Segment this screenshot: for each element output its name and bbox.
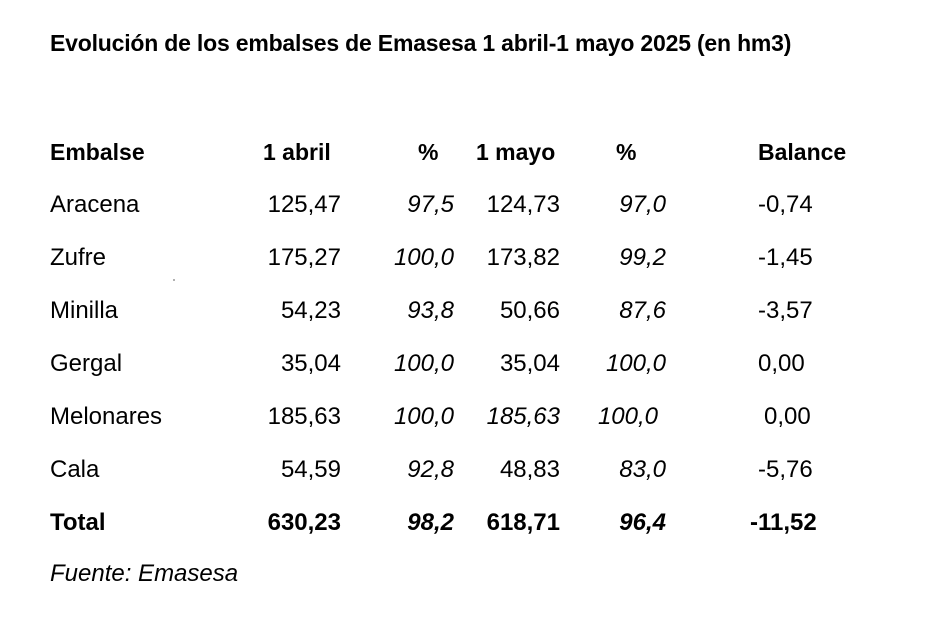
reservoir-name: Zufre bbox=[50, 244, 107, 271]
pct-mayo: 100,0 bbox=[605, 350, 666, 377]
value-1-mayo: 124,73 bbox=[486, 191, 560, 218]
reservoir-name: Minilla bbox=[50, 297, 119, 324]
table-row: Minilla 54,23 93,8 50,66 87,6 -3,57 bbox=[0, 296, 938, 326]
reservoir-name: Cala bbox=[50, 456, 100, 483]
pct-mayo: 100,0 bbox=[597, 403, 658, 430]
total-pct-mayo: 96,4 bbox=[619, 509, 666, 536]
pct-abril: 100,0 bbox=[393, 403, 454, 430]
pct-abril: 97,5 bbox=[407, 191, 454, 218]
value-1-mayo: 48,83 bbox=[499, 456, 560, 483]
value-1-abril: 54,59 bbox=[280, 456, 341, 483]
pct-mayo: 99,2 bbox=[619, 244, 666, 271]
value-1-abril: 35,04 bbox=[280, 350, 341, 377]
balance: -0,74 bbox=[758, 191, 813, 218]
header-pct-abril: % bbox=[418, 139, 439, 165]
header-embalse: Embalse bbox=[50, 139, 145, 165]
value-1-mayo: 173,82 bbox=[486, 244, 560, 271]
pct-abril: 100,0 bbox=[393, 244, 454, 271]
pct-abril: 92,8 bbox=[407, 456, 454, 483]
table-row: Melonares 185,63 100,0 185,63 100,0 0,00 bbox=[0, 402, 938, 432]
table-row: Aracena 125,47 97,5 124,73 97,0 -0,74 bbox=[0, 190, 938, 220]
pct-abril: 100,0 bbox=[393, 350, 454, 377]
balance: 0,00 bbox=[764, 403, 811, 430]
total-1-mayo: 618,71 bbox=[486, 509, 560, 536]
header-1-mayo: 1 mayo bbox=[476, 139, 556, 165]
total-1-abril: 630,23 bbox=[267, 509, 341, 536]
table-total-row: Total 630,23 98,2 618,71 96,4 -11,52 bbox=[0, 508, 938, 538]
total-label: Total bbox=[50, 509, 106, 536]
source-note: Fuente: Emasesa bbox=[50, 560, 239, 587]
total-pct-abril: 98,2 bbox=[407, 509, 454, 536]
reservoir-name: Aracena bbox=[50, 191, 140, 218]
header-1-abril: 1 abril bbox=[263, 139, 331, 165]
reservoir-name: Melonares bbox=[50, 403, 163, 430]
value-1-abril: 175,27 bbox=[267, 244, 341, 271]
value-1-abril: 54,23 bbox=[280, 297, 341, 324]
table-title: Evolución de los embalses de Emasesa 1 a… bbox=[50, 30, 792, 56]
balance: -5,76 bbox=[758, 456, 813, 483]
pct-mayo: 97,0 bbox=[619, 191, 666, 218]
table-row: Gergal 35,04 100,0 35,04 100,0 0,00 bbox=[0, 349, 938, 379]
balance: 0,00 bbox=[758, 350, 805, 377]
balance: -1,45 bbox=[758, 244, 813, 271]
value-1-abril: 125,47 bbox=[267, 191, 341, 218]
header-balance: Balance bbox=[758, 139, 847, 165]
table-row: Zufre 175,27 100,0 173,82 99,2 -1,45 bbox=[0, 243, 938, 273]
pct-mayo: 87,6 bbox=[619, 297, 666, 324]
pct-abril: 93,8 bbox=[407, 297, 454, 324]
table-row: Cala 54,59 92,8 48,83 83,0 -5,76 bbox=[0, 455, 938, 485]
pct-mayo: 83,0 bbox=[619, 456, 666, 483]
header-pct-mayo: % bbox=[616, 139, 637, 165]
total-balance: -11,52 bbox=[750, 509, 817, 536]
value-1-mayo: 35,04 bbox=[499, 350, 560, 377]
value-1-abril: 185,63 bbox=[267, 403, 341, 430]
value-1-mayo: 185,63 bbox=[486, 403, 560, 430]
reservoir-name: Gergal bbox=[50, 350, 123, 377]
balance: -3,57 bbox=[758, 297, 813, 324]
value-1-mayo: 50,66 bbox=[499, 297, 560, 324]
stray-dot bbox=[173, 279, 175, 281]
table-header-row: Embalse 1 abril % 1 mayo % Balance bbox=[0, 137, 938, 167]
